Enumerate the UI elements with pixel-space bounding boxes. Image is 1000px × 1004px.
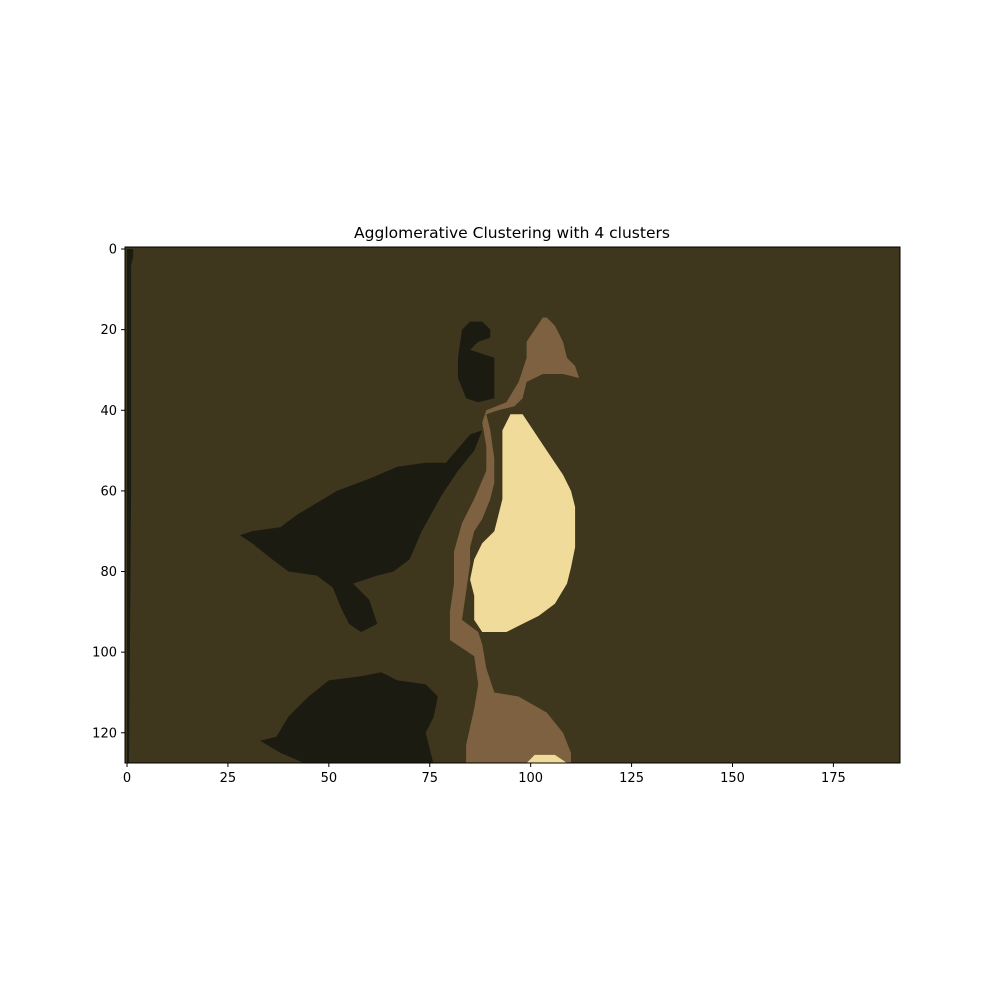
- cluster-region-dark-2: [240, 430, 483, 632]
- cluster-region-dark-3: [260, 672, 438, 763]
- y-tick-label: 20: [100, 323, 117, 338]
- cluster-region-dark-1: [127, 249, 134, 763]
- y-tick-label: 60: [100, 484, 117, 499]
- cluster-regions: [127, 249, 580, 763]
- plot-frame: [124, 246, 901, 764]
- x-tick-label: 150: [720, 771, 745, 786]
- x-tick-label: 50: [321, 771, 338, 786]
- cluster-region-mid-4: [449, 317, 580, 763]
- x-tick-label: 100: [518, 771, 543, 786]
- x-tick-label: 175: [821, 771, 846, 786]
- y-tick-label: 0: [109, 243, 117, 258]
- x-tick-label: 0: [123, 771, 131, 786]
- cluster-region-light-5: [470, 414, 576, 632]
- cluster-region-dark-0: [458, 321, 495, 403]
- y-axis: 0 20 40 60 80 100 120: [92, 243, 125, 741]
- x-tick-label: 25: [220, 771, 237, 786]
- y-tick-label: 40: [100, 404, 117, 419]
- y-tick-label: 80: [100, 565, 117, 580]
- x-tick-label: 125: [619, 771, 644, 786]
- y-tick-label: 120: [92, 726, 117, 741]
- y-tick-label: 100: [92, 646, 117, 661]
- chart-title: Agglomerative Clustering with 4 clusters: [354, 224, 670, 242]
- x-tick-label: 75: [421, 771, 438, 786]
- cluster-region-light-6: [526, 754, 567, 763]
- x-axis: 0 25 50 75 100 125 150 175: [123, 763, 846, 786]
